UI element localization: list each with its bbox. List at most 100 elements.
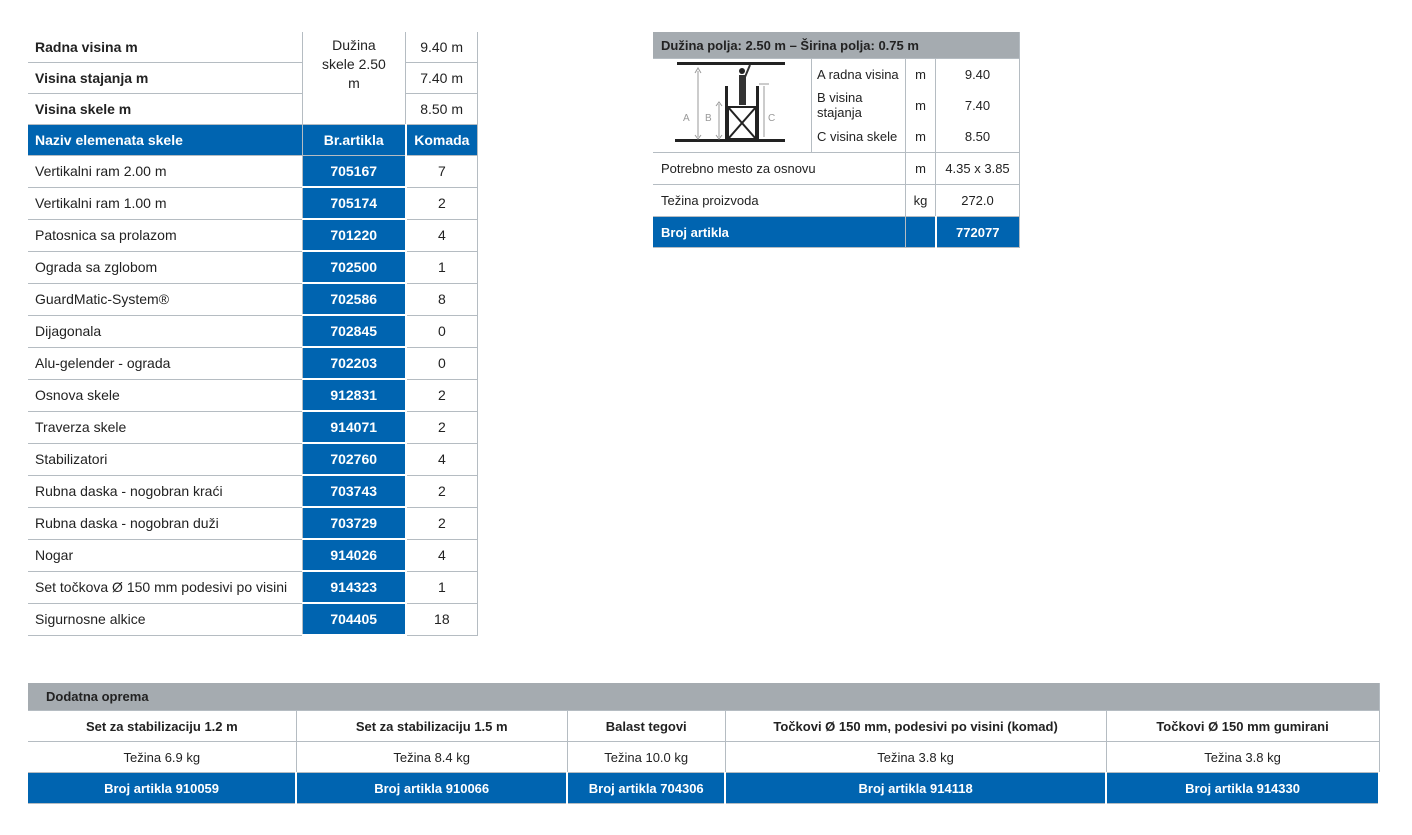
base-label: Potrebno mesto za osnovu	[653, 152, 906, 185]
dim-unit: m	[905, 58, 936, 90]
base-unit: m	[905, 152, 936, 185]
component-qty: 2	[405, 507, 478, 540]
table-row: GuardMatic-System® 702586 8	[28, 283, 478, 316]
table-row: Ograda sa zglobom 702500 1	[28, 251, 478, 284]
component-name: Dijagonala	[28, 315, 303, 348]
table-row: Stabilizatori 702760 4	[28, 443, 478, 476]
accessory-weight: Težina 3.8 kg	[725, 741, 1107, 773]
component-name: Nogar	[28, 539, 303, 572]
accessory-weight: Težina 8.4 kg	[296, 741, 568, 773]
component-name: Vertikalni ram 1.00 m	[28, 187, 303, 220]
component-article: 702845	[302, 315, 407, 348]
table-row: Alu-gelender - ograda 702203 0	[28, 347, 478, 380]
component-qty: 4	[405, 219, 478, 252]
table-row: Traverza skele 914071 2	[28, 411, 478, 444]
article-value: 772077	[935, 216, 1020, 248]
article-unit	[905, 216, 937, 248]
component-qty: 1	[405, 251, 478, 284]
component-article: 703743	[302, 475, 407, 508]
header-qty: Komada	[405, 124, 478, 156]
table-row: Vertikalni ram 2.00 m 705167 7	[28, 155, 478, 188]
table-header: Naziv elemenata skele Br.artikla Komada	[28, 124, 478, 156]
accessory-name: Balast tegovi	[567, 710, 726, 742]
accessory-article: Broj artikla 914330	[1106, 772, 1380, 804]
accessory-article: Broj artikla 910059	[28, 772, 298, 804]
scaffold-diagram-icon: A B C	[675, 62, 785, 142]
spec-label: Visina skele m	[28, 93, 303, 125]
component-article: 702586	[302, 283, 407, 316]
specs-table: Dužina polja: 2.50 m – Širina polja: 0.7…	[653, 32, 1020, 248]
weight-value: 272.0	[935, 184, 1020, 217]
spec-label: Visina stajanja m	[28, 62, 303, 94]
component-article: 701220	[302, 219, 407, 252]
component-qty: 0	[405, 347, 478, 380]
article-label: Broj artikla	[653, 216, 906, 248]
component-qty: 2	[405, 411, 478, 444]
scaffold-diagram: A B C	[653, 58, 812, 153]
component-name: Rubna daska - nogobran kraći	[28, 475, 303, 508]
weight-label: Težina proizvoda	[653, 184, 906, 217]
component-article: 702760	[302, 443, 407, 476]
component-article: 914026	[302, 539, 407, 572]
component-article: 702203	[302, 347, 407, 380]
component-qty: 4	[405, 539, 478, 572]
component-qty: 18	[405, 603, 478, 636]
component-qty: 8	[405, 283, 478, 316]
component-qty: 7	[405, 155, 478, 188]
component-qty: 0	[405, 315, 478, 348]
component-article: 912831	[302, 379, 407, 412]
svg-text:B: B	[705, 113, 712, 124]
component-name: Alu-gelender - ograda	[28, 347, 303, 380]
accessories-title: Dodatna oprema	[28, 683, 1380, 711]
accessories-table: Dodatna oprema Set za stabilizaciju 1.2 …	[28, 683, 1380, 804]
component-name: Patosnica sa prolazom	[28, 219, 303, 252]
component-article: 702500	[302, 251, 407, 284]
component-qty: 4	[405, 443, 478, 476]
accessory-weight: Težina 6.9 kg	[28, 741, 297, 773]
component-article: 703729	[302, 507, 407, 540]
table-row: Rubna daska - nogobran kraći 703743 2	[28, 475, 478, 508]
table-row: Set točkova Ø 150 mm podesivi po visini 9…	[28, 571, 478, 604]
accessory-article: Broj artikla 914118	[725, 772, 1108, 804]
component-name: Ograda sa zglobom	[28, 251, 303, 284]
dim-label: C visina skele	[811, 120, 906, 153]
spec-value: 7.40 m	[405, 62, 478, 94]
dim-label: A radna visina	[811, 58, 906, 90]
component-name: Set točkova Ø 150 mm podesivi po visini	[28, 571, 303, 604]
component-article: 705167	[302, 155, 407, 188]
component-name: Sigurnosne alkice	[28, 603, 303, 636]
table-row: Rubna daska - nogobran duži 703729 2	[28, 507, 478, 540]
component-name: Vertikalni ram 2.00 m	[28, 155, 303, 188]
spec-value: 8.50 m	[405, 93, 478, 125]
dim-label: B visina stajanja	[811, 90, 906, 121]
component-name: Traverza skele	[28, 411, 303, 444]
accessory-name: Točkovi Ø 150 mm gumirani	[1106, 710, 1380, 742]
spec-value: 9.40 m	[405, 32, 478, 63]
table-row: Sigurnosne alkice 704405 18	[28, 603, 478, 636]
table-row: Dijagonala 702845 0	[28, 315, 478, 348]
accessory-name: Set za stabilizaciju 1.2 m	[28, 710, 297, 742]
component-qty: 2	[405, 187, 478, 220]
weight-unit: kg	[905, 184, 936, 217]
accessory-article: Broj artikla 910066	[296, 772, 569, 804]
table-row: Nogar 914026 4	[28, 539, 478, 572]
header-name: Naziv elemenata skele	[28, 124, 303, 156]
dim-value: 9.40	[935, 58, 1020, 90]
accessory-article: Broj artikla 704306	[567, 772, 727, 804]
specs-title: Dužina polja: 2.50 m – Širina polja: 0.7…	[653, 32, 1020, 59]
dim-value: 7.40	[935, 90, 1020, 121]
header-article: Br.artikla	[302, 124, 407, 156]
accessory-name: Set za stabilizaciju 1.5 m	[296, 710, 568, 742]
table-row: Patosnica sa prolazom 701220 4	[28, 219, 478, 252]
component-name: GuardMatic-System®	[28, 283, 303, 316]
table-row: Osnova skele 912831 2	[28, 379, 478, 412]
component-article: 704405	[302, 603, 407, 636]
component-name: Rubna daska - nogobran duži	[28, 507, 303, 540]
table-row: Vertikalni ram 1.00 m 705174 2	[28, 187, 478, 220]
component-article: 914071	[302, 411, 407, 444]
component-qty: 1	[405, 571, 478, 604]
svg-text:A: A	[683, 113, 690, 124]
dim-unit: m	[905, 120, 936, 153]
spec-row: Radna visina m Dužina skele 2.50 m 9.40 m	[28, 32, 478, 125]
